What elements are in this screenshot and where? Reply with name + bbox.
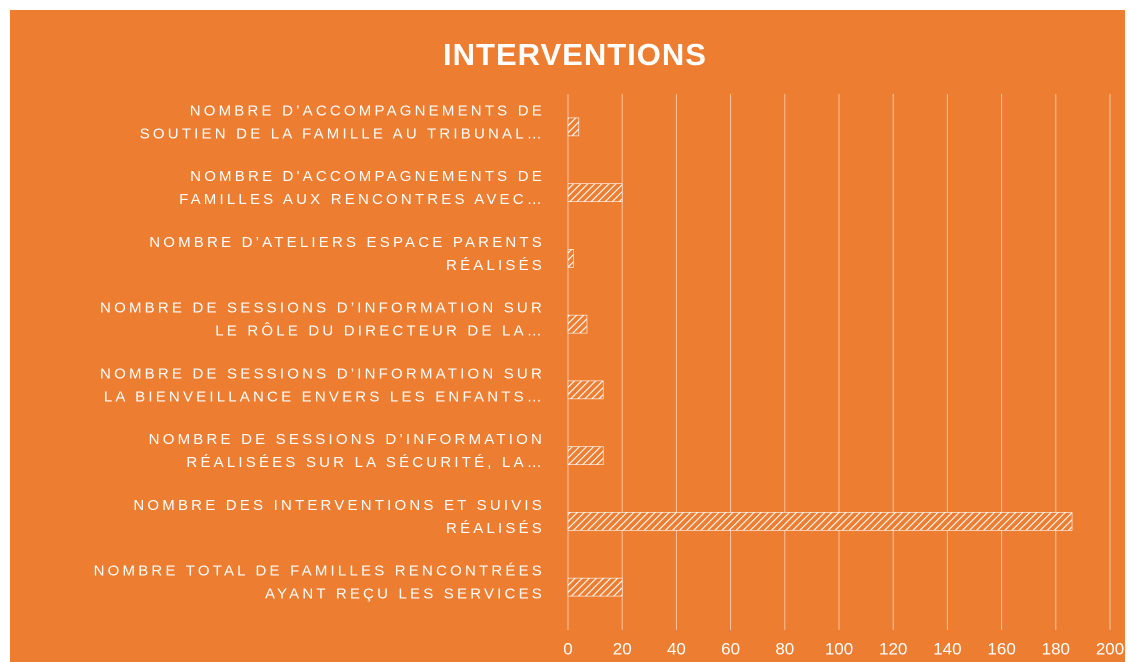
y-tick-label: NOMBRE DE SESSIONS D’INFORMATION RÉALISÉE… (149, 431, 545, 471)
y-tick-label: NOMBRE TOTAL DE FAMILLES RENCONTRÉES AYAN… (94, 563, 545, 603)
x-tick-label: 60 (721, 639, 740, 658)
x-tick-label: 40 (667, 639, 686, 658)
bar (567, 512, 1073, 531)
chart-title: INTERVENTIONS (443, 37, 707, 72)
y-tick-label: NOMBRE DES INTERVENTIONS ET SUIVIS RÉALIS… (133, 497, 545, 537)
bar (567, 314, 588, 334)
x-tick-label: 0 (563, 639, 572, 658)
x-tick-label: 20 (613, 639, 632, 658)
x-tick-label: 120 (879, 639, 907, 658)
bar (567, 577, 623, 597)
y-tick-label: NOMBRE D’ATELIERS ESPACE PARENTS RÉALISÉS (149, 234, 545, 274)
bar (567, 249, 574, 268)
y-tick-label: NOMBRE D'ACCOMPAGNEMENTS DE FAMILLES AUX … (179, 168, 545, 208)
x-tick-label: 180 (1042, 639, 1070, 658)
x-tick-label: 100 (825, 639, 853, 658)
bar (567, 183, 623, 202)
bar (567, 446, 604, 465)
x-tick-label: 200 (1096, 639, 1124, 658)
y-tick-label: NOMBRE DE SESSIONS D’INFORMATION SUR LA B… (100, 365, 545, 405)
bar (567, 117, 580, 137)
bar (567, 380, 604, 400)
y-tick-label: NOMBRE DE SESSIONS D’INFORMATION SUR LE R… (100, 300, 545, 340)
x-tick-label: 80 (775, 639, 794, 658)
y-tick-label: NOMBRE D’ACCOMPAGNEMENTS DE SOUTIEN DE LA… (140, 102, 545, 142)
x-tick-label: 160 (987, 639, 1015, 658)
x-tick-label: 140 (933, 639, 961, 658)
